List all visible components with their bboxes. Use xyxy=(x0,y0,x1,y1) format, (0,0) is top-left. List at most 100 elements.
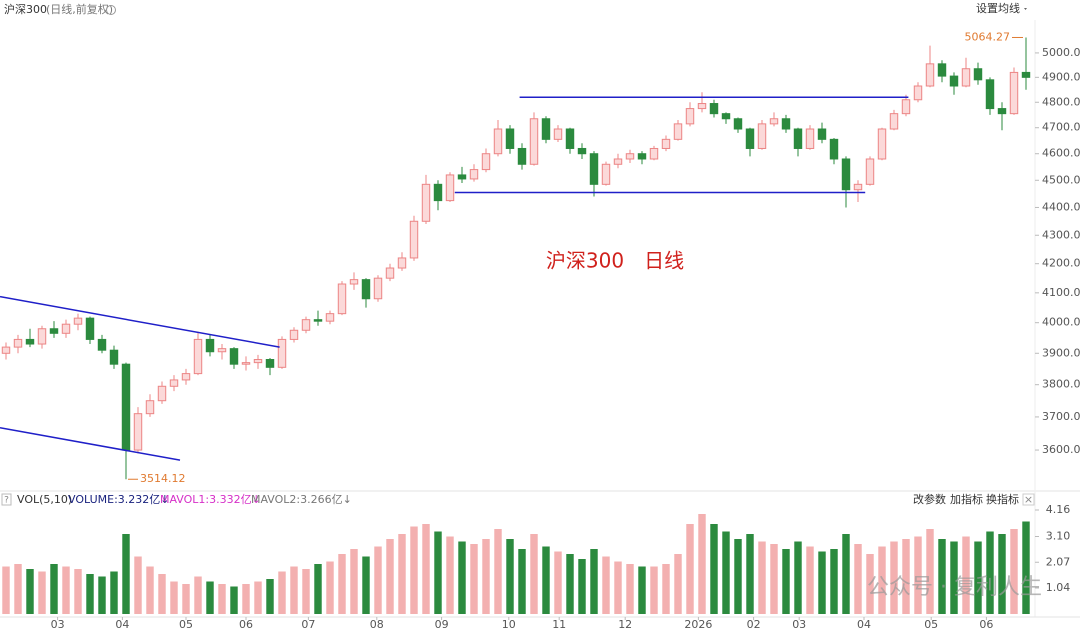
volume-bar xyxy=(602,556,610,614)
candle-body xyxy=(853,183,863,191)
volume-bar xyxy=(962,536,970,614)
candle-body xyxy=(469,169,479,180)
candle-body xyxy=(121,363,131,451)
volume-header: ? VOL(5,10) VOLUME:3.232亿↓ MAVOL1:3.332亿… xyxy=(1,492,1035,506)
candle-body xyxy=(481,153,491,171)
candle-body xyxy=(277,338,287,368)
volume-bar xyxy=(686,524,694,614)
volume-bar xyxy=(86,574,94,614)
candle-body xyxy=(697,103,707,110)
x-tick-label: 11 xyxy=(552,618,566,631)
volume-bar xyxy=(2,566,10,614)
candle-body xyxy=(73,317,83,325)
volume-bar xyxy=(338,554,346,614)
volume-bar xyxy=(350,549,358,614)
y-tick-label: 4100.00 xyxy=(1042,286,1080,299)
y-tick-label: 4700.00 xyxy=(1042,121,1080,134)
help-box[interactable] xyxy=(1,493,12,506)
chart-mode: (日线,前复权) xyxy=(46,2,113,16)
volume-bar xyxy=(170,581,178,614)
candle-body xyxy=(577,147,587,155)
volume-bar xyxy=(914,536,922,614)
candle-body xyxy=(97,338,107,351)
settings-icon[interactable] xyxy=(106,5,116,15)
mavol1-label: MAVOL1:3.332亿↓ xyxy=(160,493,261,506)
candle-body xyxy=(901,99,911,115)
candle-body xyxy=(253,359,263,364)
candle-body xyxy=(757,123,767,149)
y-tick-label: 4500.00 xyxy=(1042,173,1080,186)
x-tick-label: 04 xyxy=(115,618,129,631)
button[interactable]: 加指标 xyxy=(950,492,983,506)
candle-body xyxy=(409,220,419,259)
volume-bar xyxy=(950,541,958,614)
candle-body xyxy=(181,373,191,381)
volume-bar xyxy=(506,539,514,614)
volume-bar xyxy=(266,579,274,614)
volume-bar xyxy=(998,534,1006,614)
close[interactable]: × xyxy=(1024,493,1033,506)
candle-body xyxy=(1021,71,1031,78)
candle-body xyxy=(301,319,311,331)
volume-bar xyxy=(530,534,538,614)
x-tick-label: 05 xyxy=(924,618,938,631)
volume-bar xyxy=(986,531,994,614)
candle-body xyxy=(613,158,623,165)
candle-body xyxy=(973,68,983,81)
x-tick-label: 10 xyxy=(502,618,516,631)
volume-bar xyxy=(722,531,730,614)
index-name: 沪深300 xyxy=(4,2,47,16)
candle-body xyxy=(709,103,719,115)
volume-bar xyxy=(98,576,106,614)
x-tick-label: 05 xyxy=(179,618,193,631)
candle-body xyxy=(553,128,563,140)
y-tick-label: 3600.00 xyxy=(1042,443,1080,456)
help[interactable]: ? xyxy=(4,496,9,506)
volume-bar xyxy=(974,541,982,614)
volume-bar xyxy=(734,539,742,614)
candle-body xyxy=(913,85,923,101)
candle-body xyxy=(769,118,779,125)
candle-body xyxy=(61,323,71,334)
candle-body xyxy=(445,174,455,202)
volume-bar xyxy=(50,564,58,614)
volume-bar xyxy=(446,536,454,614)
volume-bar xyxy=(770,544,778,614)
candle-body xyxy=(229,348,239,365)
candle-body xyxy=(793,128,803,149)
volume-bar xyxy=(458,541,466,614)
candle-body xyxy=(565,128,575,149)
volume-bar xyxy=(422,524,430,614)
volume-bar xyxy=(362,556,370,614)
candle-body xyxy=(685,108,695,125)
volume-bar xyxy=(626,564,634,614)
volume-bar xyxy=(326,561,334,614)
candle-body xyxy=(265,359,275,368)
volume-bar xyxy=(182,584,190,614)
volume-bar xyxy=(254,581,262,614)
y-tick-label: 4.16 xyxy=(1046,503,1071,516)
candle-body xyxy=(337,283,347,315)
candle-body xyxy=(49,328,59,334)
low-label: 3514.12 xyxy=(140,472,186,485)
volume-bar xyxy=(758,541,766,614)
vol-title: VOL(5,10) xyxy=(17,493,72,506)
volume-bar xyxy=(782,549,790,614)
candle-body xyxy=(925,63,935,87)
ma-setting[interactable]: 设置均线 xyxy=(976,1,1020,15)
volume-bar xyxy=(242,584,250,614)
volume-label: VOLUME:3.232亿↓ xyxy=(68,493,169,506)
candle-body xyxy=(601,163,611,185)
volume-bar xyxy=(926,529,934,614)
button[interactable]: 换指标 xyxy=(986,492,1019,506)
trendline xyxy=(0,427,181,461)
button[interactable]: 改参数 xyxy=(913,492,946,506)
candle-body xyxy=(325,313,335,322)
volume-bar xyxy=(698,514,706,614)
close-box[interactable] xyxy=(1022,493,1035,506)
candle-body xyxy=(13,338,23,348)
candle-body xyxy=(457,174,467,180)
candle-body xyxy=(433,183,443,202)
high-label: 5064.27 xyxy=(965,30,1011,43)
candle-body xyxy=(205,338,215,353)
